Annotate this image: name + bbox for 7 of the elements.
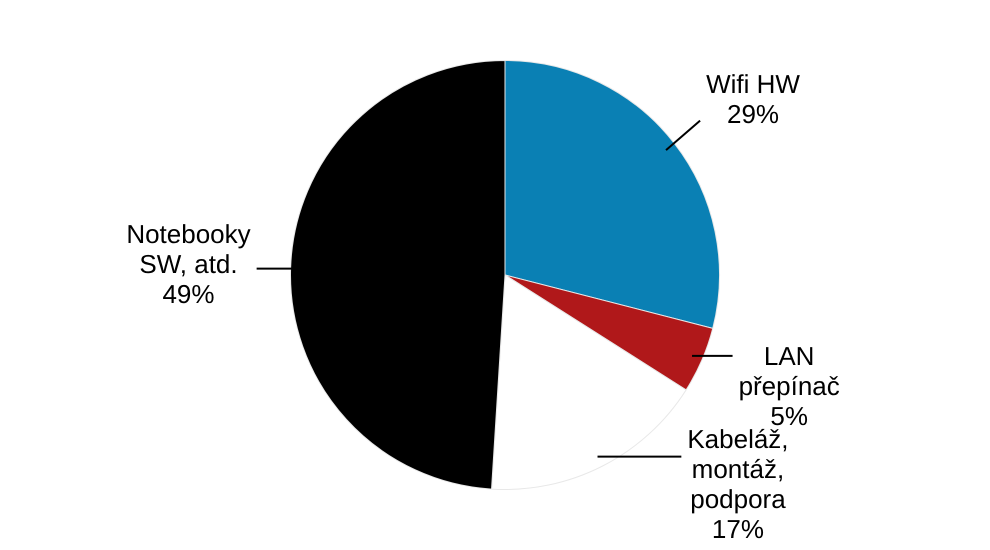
slice-label: Wifi HW — [706, 68, 800, 99]
data-label: 49% — [162, 279, 214, 310]
data-label: 29% — [727, 98, 780, 129]
slice-label: Notebooky SW, atd. — [126, 219, 251, 280]
slice-label: Kabeláž, montáž, podpora — [687, 424, 789, 514]
data-label: 17% — [712, 514, 764, 544]
slice-label: LAN přepínač — [738, 341, 840, 402]
